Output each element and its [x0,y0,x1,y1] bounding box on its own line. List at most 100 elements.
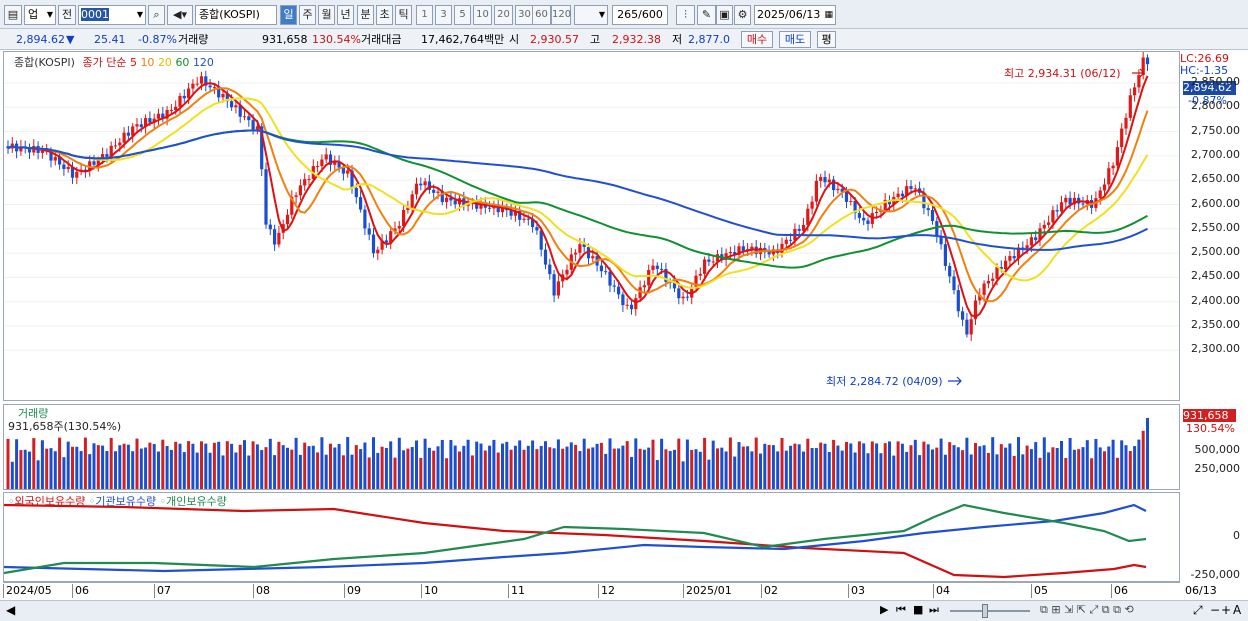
price-tick: 2,550.00 [1191,220,1240,234]
candle-body [148,118,152,123]
interval-5[interactable]: 5 [454,5,471,25]
candle-body [948,265,952,277]
interval-1[interactable]: 1 [416,5,433,25]
volume-bar [449,439,453,489]
interval-3[interactable]: 3 [435,5,452,25]
tool-icons[interactable]: ⧉ ⊞ ⇲ ⇱ ⤢ ⧉ ⧉ ⟲ [1040,603,1134,616]
gear-icon[interactable]: ⚙ [734,5,751,25]
candle-body [1025,245,1029,250]
period-week[interactable]: 주 [299,5,316,25]
rewind-icon[interactable]: ⏮ [896,603,906,616]
legend-ma120: 120 [192,56,214,69]
price-tick: 2,350.00 [1191,318,1240,331]
period-year[interactable]: 년 [337,5,354,25]
volume-bar [1111,439,1115,489]
volume-bar [608,438,612,489]
min-arrow-icon [948,376,962,386]
interval-20[interactable]: 20 [494,5,513,25]
even-button[interactable]: 평 [817,31,836,48]
volume-bar [548,447,552,489]
inv-tick-neg250k: -250,000 [1190,568,1240,581]
candle-body [862,217,866,221]
chart-menu-icon[interactable]: ▤ [4,5,22,25]
volume-panel[interactable]: 거래량 931,658주(130.54%) [3,404,1180,490]
candle-body [290,196,294,215]
candle-body [161,113,165,119]
period-day[interactable]: 일 [280,5,297,25]
volume-bar [45,448,49,489]
volume-bar [647,447,651,489]
candle-body [273,229,277,245]
price-tick: 2,600.00 [1191,196,1240,210]
volume-bar [784,450,788,489]
date-label: 05 [1031,584,1048,598]
candle-body [956,290,960,312]
scroll-left-icon[interactable]: ◀ [6,603,16,617]
fast-forward-icon[interactable]: ⏭ [929,603,939,616]
interval-select[interactable]: ▼ [574,5,608,25]
code-input[interactable]: 0001 ▼ [78,5,146,25]
price-tick: 2,850.00 [1191,75,1240,88]
volume-bar [436,446,440,489]
volume-bar [329,443,332,489]
candle-body [1059,202,1064,212]
zoom-out-icon[interactable]: ⤢ [1193,603,1203,617]
volume-bar [1098,447,1102,489]
candle-body [242,116,247,118]
scroll-right-icon[interactable]: ▶ [880,603,889,616]
save-icon[interactable]: ▣ [716,5,733,25]
volume-bar [458,451,461,489]
volume-bar [496,452,500,489]
legend-title: 종합(KOSPI) [14,56,75,69]
volume-bar [376,452,380,489]
candle-body [556,281,560,296]
interval-120[interactable]: 120 [551,5,571,25]
date-axis: 2024/05 06 07 08 09 10 11 12 2025/01 02 … [3,582,1180,599]
volume-bar [612,448,616,489]
prev-button[interactable]: 전 [58,5,76,25]
volume-bar [703,437,707,489]
period-minute[interactable]: 분 [357,5,374,25]
draw-tool-icon[interactable]: ✎ [697,5,716,25]
speaker-icon[interactable]: ◀▾ [167,5,193,25]
volume-bar [290,449,294,489]
minus-icon[interactable]: − [1210,603,1221,617]
volume-label: 거래량 [178,33,209,46]
zoom-slider[interactable] [950,610,1030,612]
volume-bar [346,437,350,489]
candle-body [715,254,720,262]
hc-label: HC:-1.35 [1180,64,1229,77]
search-icon[interactable]: ⌕ [148,5,165,25]
candle-body [1004,260,1008,270]
inv-tick-0: 0 [1233,529,1240,542]
candle-body [565,269,569,275]
period-tick[interactable]: 틱 [395,5,412,25]
candle-body [440,191,444,203]
candle-body [1038,228,1042,241]
font-icon[interactable]: A [1233,603,1242,617]
date-label: 09 [344,584,361,598]
investor-panel[interactable]: ◦외국인보유수량 ◦기관보유수량 ◦개인보유수량 [3,492,1180,582]
calendar-icon[interactable]: ▦ [824,10,833,20]
zoom-slider-handle[interactable] [982,604,988,618]
candle-body [234,105,238,108]
volume-bar [1124,445,1128,489]
sell-button[interactable]: 매도 [779,31,811,48]
stop-icon[interactable]: ■ [913,603,924,616]
period-month[interactable]: 월 [318,5,335,25]
candle-body [367,228,371,235]
price-panel[interactable]: 종합(KOSPI) 종가 단순 5 10 20 60 120 최고 2,934.… [3,51,1180,401]
chart-type-icon[interactable]: ⫶ [676,5,695,25]
interval-10[interactable]: 10 [473,5,492,25]
buy-button[interactable]: 매수 [741,31,773,48]
period-second[interactable]: 초 [376,5,393,25]
plus-icon[interactable]: + [1221,603,1232,617]
count-field[interactable]: 265/600 [612,5,668,25]
candle-body [599,265,603,272]
date-field[interactable]: 2025/06/13 ▦ [754,5,836,25]
market-select[interactable]: 업 ▼ [24,5,56,25]
volume-bar [513,445,517,489]
interval-60[interactable]: 60 [532,5,551,25]
candle-body [642,285,646,288]
volume-bar [673,449,676,489]
